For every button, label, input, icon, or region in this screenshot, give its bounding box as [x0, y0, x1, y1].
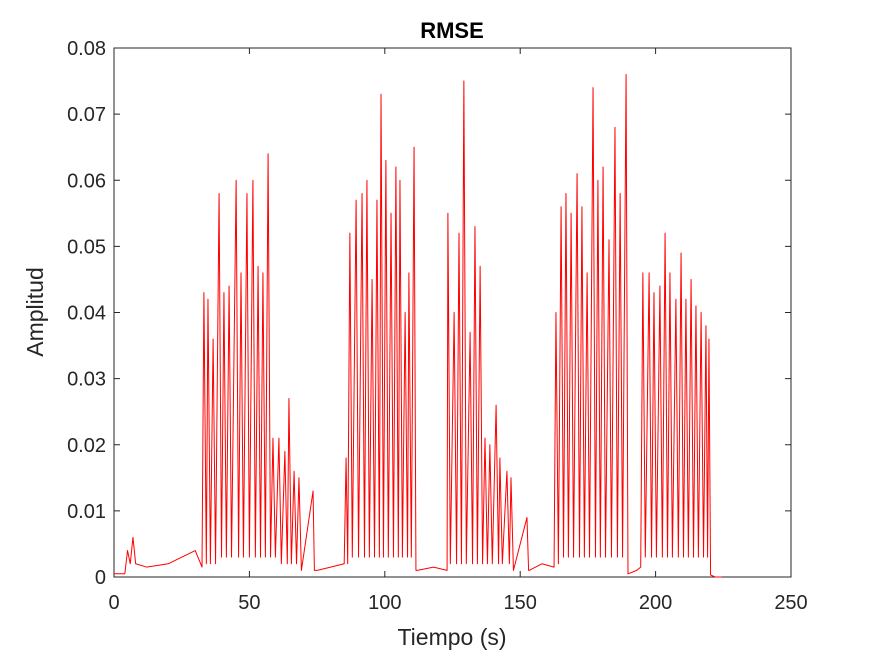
y-tick-label: 0.07: [67, 104, 106, 126]
y-tick-label: 0.03: [67, 369, 106, 391]
x-tick-label: 150: [504, 592, 537, 614]
y-tick-label: 0.08: [67, 38, 106, 60]
x-tick-label: 50: [238, 592, 260, 614]
x-tick-label: 250: [774, 592, 807, 614]
x-tick-label: 0: [108, 592, 119, 614]
axes-box: [113, 47, 792, 578]
x-tick-label: 200: [639, 592, 672, 614]
x-tick-label: 100: [368, 592, 401, 614]
y-axis-label: Amplitud: [22, 267, 48, 356]
y-tick-label: 0.06: [67, 170, 106, 192]
data-line: [114, 73, 722, 578]
y-tick-label: 0.04: [67, 303, 106, 325]
chart-title: RMSE: [420, 18, 484, 43]
y-tick-label: 0.01: [67, 501, 106, 523]
x-axis-label: Tiempo (s): [397, 624, 506, 650]
y-tick-label: 0.05: [67, 236, 106, 258]
y-tick-label: 0.02: [67, 435, 106, 457]
y-tick-label: 0: [95, 567, 106, 589]
